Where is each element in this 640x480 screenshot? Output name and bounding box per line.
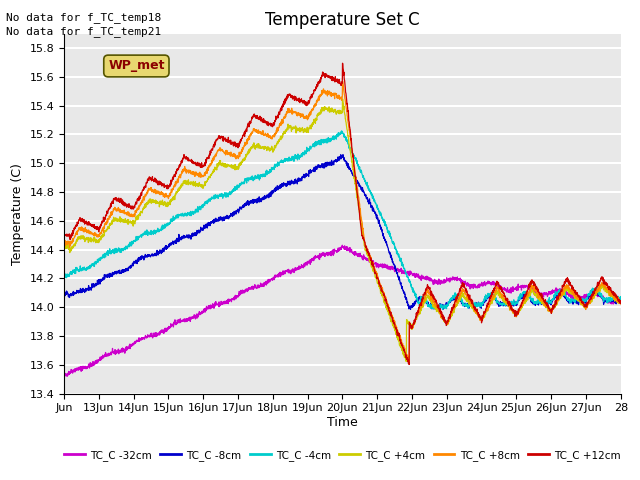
TC_C +8cm <box>76 226 83 232</box>
TC_C -32cm <box>122 347 129 352</box>
TC_C -4cm <box>438 306 446 312</box>
TC_C +4cm <box>103 227 111 232</box>
TC_C +4cm <box>76 234 83 240</box>
TC_C -8cm <box>76 289 83 295</box>
TC_C +4cm <box>532 291 540 297</box>
TC_C -32cm <box>137 337 145 343</box>
TC_C -4cm <box>103 249 111 255</box>
Text: No data for f_TC_temp21: No data for f_TC_temp21 <box>6 26 162 37</box>
Title: Temperature Set C: Temperature Set C <box>265 11 420 29</box>
TC_C +4cm <box>137 208 145 214</box>
TC_C +12cm <box>60 231 68 237</box>
TC_C +12cm <box>532 285 540 291</box>
X-axis label: Time: Time <box>327 416 358 429</box>
TC_C +4cm <box>403 359 410 364</box>
TC_C +4cm <box>313 117 321 123</box>
TC_C +12cm <box>405 361 413 367</box>
TC_C -8cm <box>532 300 540 306</box>
TC_C +8cm <box>137 202 145 208</box>
TC_C +12cm <box>313 82 321 87</box>
TC_C +8cm <box>532 288 540 294</box>
Line: TC_C +8cm: TC_C +8cm <box>64 81 621 362</box>
TC_C +12cm <box>617 300 625 305</box>
TC_C -32cm <box>76 365 83 371</box>
Line: TC_C -4cm: TC_C -4cm <box>64 131 621 309</box>
TC_C +12cm <box>76 216 83 222</box>
TC_C +8cm <box>103 218 111 224</box>
TC_C +8cm <box>60 242 68 248</box>
TC_C -8cm <box>103 274 111 280</box>
TC_C -32cm <box>103 351 111 357</box>
TC_C +8cm <box>339 78 346 84</box>
TC_C +4cm <box>617 300 625 306</box>
Line: TC_C -8cm: TC_C -8cm <box>64 155 621 310</box>
TC_C +8cm <box>121 211 129 217</box>
TC_C -32cm <box>339 242 346 248</box>
TC_C -4cm <box>121 247 129 253</box>
TC_C -32cm <box>617 297 625 303</box>
Text: No data for f_TC_temp18: No data for f_TC_temp18 <box>6 12 162 23</box>
TC_C -4cm <box>313 141 321 146</box>
TC_C +4cm <box>60 244 68 250</box>
TC_C +12cm <box>339 60 346 66</box>
TC_C +8cm <box>405 359 413 365</box>
TC_C +4cm <box>121 219 129 225</box>
TC_C +8cm <box>313 100 321 106</box>
Y-axis label: Temperature (C): Temperature (C) <box>11 163 24 264</box>
TC_C -8cm <box>313 167 321 172</box>
Line: TC_C +12cm: TC_C +12cm <box>64 63 621 364</box>
TC_C -4cm <box>137 233 145 239</box>
TC_C -8cm <box>137 254 145 260</box>
TC_C -32cm <box>60 373 68 379</box>
Text: WP_met: WP_met <box>108 60 164 72</box>
TC_C +8cm <box>617 301 625 307</box>
TC_C -32cm <box>63 373 71 379</box>
TC_C +4cm <box>339 96 346 102</box>
Legend: TC_C -32cm, TC_C -8cm, TC_C -4cm, TC_C +4cm, TC_C +8cm, TC_C +12cm: TC_C -32cm, TC_C -8cm, TC_C -4cm, TC_C +… <box>60 445 625 465</box>
TC_C -8cm <box>339 152 347 157</box>
TC_C -8cm <box>617 296 625 302</box>
TC_C +12cm <box>103 208 111 214</box>
TC_C -4cm <box>60 272 68 278</box>
Line: TC_C -32cm: TC_C -32cm <box>64 245 621 376</box>
TC_C -8cm <box>433 307 440 312</box>
TC_C -8cm <box>121 268 129 274</box>
TC_C -32cm <box>532 288 540 293</box>
TC_C -4cm <box>532 299 540 305</box>
TC_C -4cm <box>617 298 625 303</box>
TC_C -4cm <box>76 266 83 272</box>
Line: TC_C +4cm: TC_C +4cm <box>64 99 621 361</box>
TC_C +12cm <box>121 202 129 207</box>
TC_C -32cm <box>313 254 321 260</box>
TC_C -4cm <box>338 128 346 134</box>
TC_C -8cm <box>60 295 68 301</box>
TC_C +12cm <box>137 193 145 199</box>
